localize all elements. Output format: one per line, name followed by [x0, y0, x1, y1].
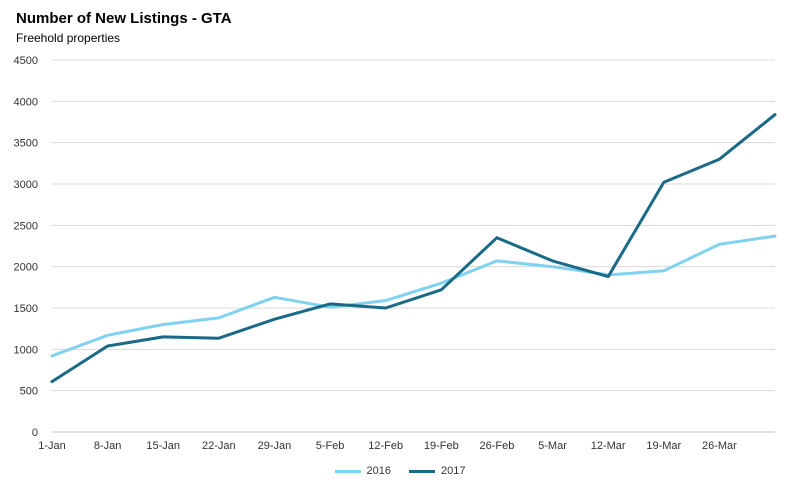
x-tick-label: 26-Feb: [479, 440, 514, 452]
y-tick-label: 3000: [14, 179, 38, 191]
y-axis-ticks: 0 500 1000 1500 2000 2500 3000 3500 4000 4500: [14, 55, 38, 439]
y-tick-label: 1000: [14, 344, 38, 356]
legend-swatch-2017: [409, 469, 435, 473]
chart-subtitle: Freehold properties: [16, 31, 121, 45]
legend: 2016 2017: [0, 465, 800, 477]
y-tick-label: 500: [20, 386, 38, 398]
x-tick-label: 1-Jan: [38, 440, 66, 452]
legend-swatch-2016: [334, 469, 361, 473]
y-tick-label: 0: [32, 427, 38, 439]
x-tick-label: 5-Mar: [538, 440, 567, 452]
x-tick-label: 22-Jan: [202, 440, 236, 452]
line-chart: 0 500 1000 1500 2000 2500 3000 3500 4000 4500 1-J…: [14, 55, 777, 452]
series-line-2016: [50, 234, 777, 358]
y-tick-label: 4500: [14, 55, 38, 67]
legend-label-2017: 2017: [441, 465, 466, 477]
legend-label-2016: 2016: [366, 465, 391, 477]
gridlines: [52, 59, 775, 433]
y-tick-label: 3500: [14, 138, 38, 150]
y-tick-label: 2000: [14, 262, 38, 274]
chart-title: Number of New Listings - GTA: [16, 10, 232, 27]
x-tick-label: 26-Mar: [702, 440, 737, 452]
x-tick-label: 19-Feb: [424, 440, 459, 452]
x-tick-label: 19-Mar: [646, 440, 681, 452]
x-axis-ticks: 1-Jan 8-Jan 15-Jan 22-Jan 29-Jan 5-Feb 12-Feb 1…: [38, 440, 737, 452]
y-tick-label: 4000: [14, 96, 38, 108]
y-tick-label: 1500: [14, 303, 38, 315]
x-tick-label: 5-Feb: [316, 440, 345, 452]
series-lines: [50, 113, 777, 384]
x-tick-label: 29-Jan: [258, 440, 292, 452]
legend-item-2017: 2017: [409, 465, 465, 477]
x-tick-label: 12-Mar: [591, 440, 626, 452]
x-tick-label: 8-Jan: [94, 440, 122, 452]
x-tick-label: 12-Feb: [368, 440, 403, 452]
legend-item-2016: 2016: [334, 465, 391, 477]
y-tick-label: 2500: [14, 220, 38, 232]
series-line-2017: [50, 113, 777, 384]
x-tick-label: 15-Jan: [146, 440, 180, 452]
